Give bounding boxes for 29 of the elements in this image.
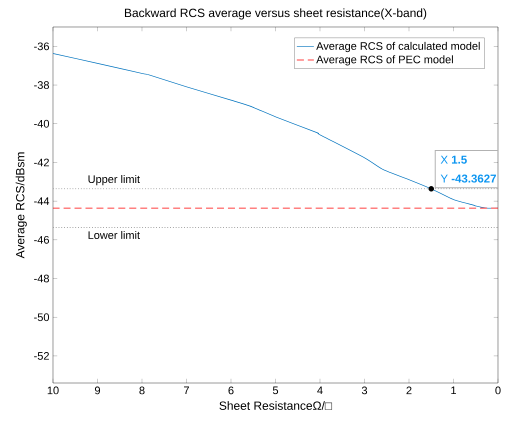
y-tick-label: -44: [34, 197, 50, 205]
x-tick-label: 10: [48, 386, 59, 394]
x-tick-label: 6: [228, 386, 234, 394]
x-tick-label: 1: [451, 386, 456, 394]
x-tick-label: 7: [184, 386, 189, 394]
y-tick-label: -42: [34, 158, 49, 166]
x-tick-label: 5: [272, 386, 278, 394]
annotation: Y -43.3627: [440, 174, 496, 183]
y-tick-label: -52: [34, 352, 49, 360]
y-tick-label: -48: [34, 274, 49, 282]
legend-label: Average RCS of PEC model: [316, 55, 453, 66]
x-axis-title: Sheet ResistanceΩ/□: [219, 401, 332, 410]
y-tick-label: -36: [34, 42, 49, 50]
x-tick-label: 9: [94, 386, 100, 394]
chart-title: Backward RCS average versus sheet resistance(X-band): [124, 8, 426, 20]
annotation: X 1.5: [440, 156, 467, 164]
x-tick-label: 8: [139, 386, 145, 394]
x-tick-label: 2: [406, 386, 412, 394]
y-tick-label: -38: [34, 81, 49, 89]
ref-line-label: Lower limit: [88, 230, 140, 240]
legend-label: Average RCS of calculated model: [316, 42, 480, 52]
x-tick-label: 3: [362, 386, 368, 394]
y-tick-label: -50: [34, 313, 50, 322]
x-tick-label: 0: [495, 386, 501, 394]
y-axis-title: Average RCS/dBsm: [16, 152, 27, 258]
y-tick-label: -40: [34, 120, 50, 128]
y-tick-label: -46: [34, 236, 49, 244]
ref-line-label: Upper limit: [88, 175, 140, 186]
x-tick-label: 4: [317, 386, 323, 394]
